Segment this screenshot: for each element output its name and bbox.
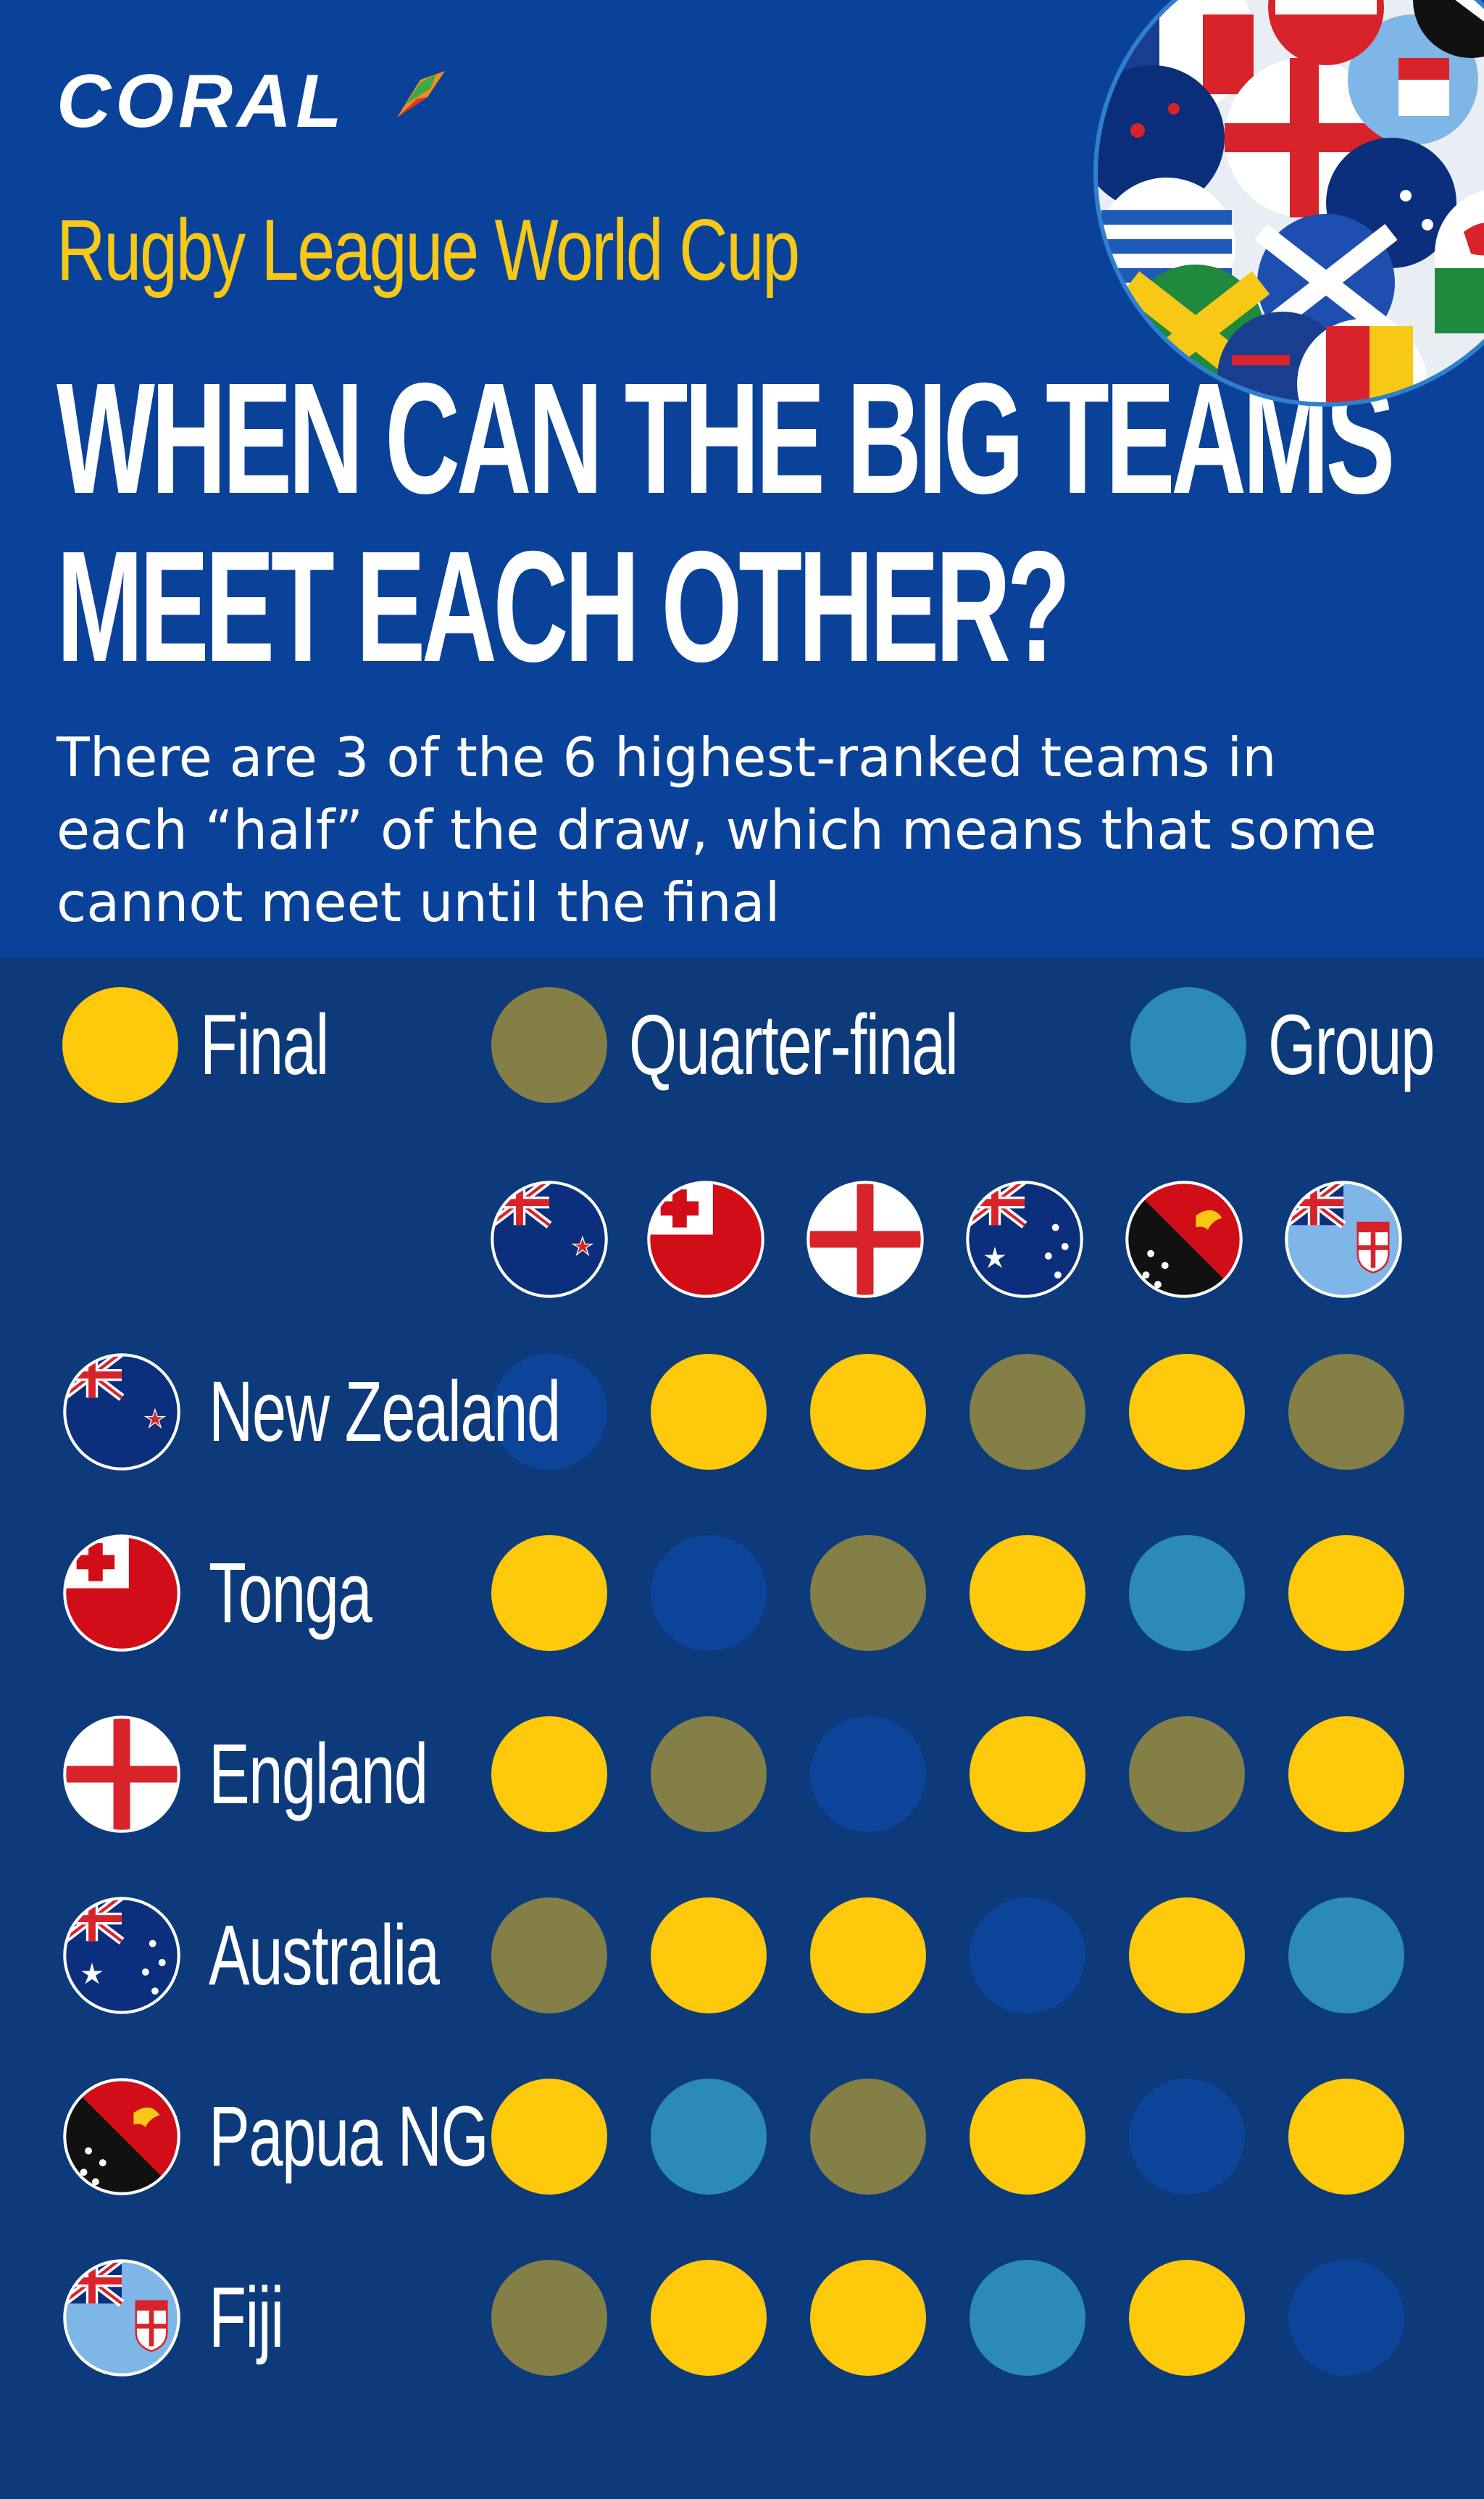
column-flag-new-zealand [490, 1180, 609, 1299]
matrix-cell-tonga-vs-australia-final [970, 1535, 1085, 1651]
column-flag-australia [965, 1180, 1084, 1299]
fiji-flag-icon [63, 2259, 180, 2377]
matrix-cell-fiji-vs-tonga-final [651, 2260, 767, 2376]
matrix-cell-england-vs-tonga-quarter-final [651, 1716, 767, 1832]
matrix-cell-papua-ng-vs-england-quarter-final [810, 2079, 926, 2195]
team-label-new-zealand: New Zealand [209, 1364, 561, 1460]
matrix-cell-papua-ng-vs-tonga-group [651, 2079, 767, 2195]
legend-group-dot [1130, 987, 1246, 1103]
matrix-cell-tonga-vs-papua-ng-group [1129, 1535, 1245, 1651]
column-flag-england [806, 1180, 925, 1299]
title-line-2: MEET EACH OTHER? [57, 519, 1071, 695]
column-flag-papua-new-guinea [1125, 1180, 1243, 1299]
matrix-cell-fiji-vs-england-final [810, 2260, 926, 2376]
matrix-cell-new-zealand-vs-england-final [810, 1354, 926, 1470]
legend-group-label: Group [1268, 997, 1435, 1093]
matrix-cell-australia-vs-england-final [810, 1897, 926, 2013]
matrix-cell-new-zealand-vs-australia-quarter-final [970, 1354, 1085, 1470]
matrix-cell-england-vs-england-same-team [810, 1716, 926, 1832]
legend-quarter-final: Quarter-final [491, 987, 1085, 1103]
coral-leaf-icon [397, 71, 445, 117]
matrix-cell-australia-vs-fiji-group [1288, 1897, 1404, 2013]
team-row-new-zealand: New Zealand [62, 1353, 696, 1471]
tonga-flag-icon [63, 1534, 180, 1652]
legend-quarter-final-label: Quarter-final [629, 997, 959, 1093]
matrix-cell-new-zealand-vs-new-zealand-same-team [491, 1354, 607, 1470]
match-matrix-chart [491, 1354, 1404, 2376]
matrix-cell-england-vs-fiji-final [1288, 1716, 1404, 1832]
flag-collage-icon [1093, 0, 1484, 407]
matrix-cell-england-vs-australia-final [970, 1716, 1085, 1832]
team-row-england: England [62, 1716, 512, 1833]
australia-flag-icon [63, 1897, 180, 2014]
legend-quarter-final-dot [491, 987, 607, 1103]
papua-new-guinea-flag-icon [63, 2078, 180, 2195]
matrix-cell-fiji-vs-papua-ng-final [1129, 2260, 1245, 2376]
matrix-cell-tonga-vs-fiji-final [1288, 1535, 1404, 1651]
matrix-cell-england-vs-papua-ng-quarter-final [1129, 1716, 1245, 1832]
australia-flag-icon [966, 1181, 1083, 1298]
matrix-cell-fiji-vs-fiji-same-team [1288, 2260, 1404, 2376]
team-row-tonga: Tonga [62, 1534, 435, 1652]
team-label-tonga: Tonga [209, 1545, 372, 1641]
fiji-flag-icon [1285, 1181, 1402, 1298]
matrix-cell-fiji-vs-new-zealand-quarter-final [491, 2260, 607, 2376]
matrix-cell-papua-ng-vs-papua-ng-same-team [1129, 2079, 1245, 2195]
matrix-cell-england-vs-new-zealand-final [491, 1716, 607, 1832]
matrix-cell-australia-vs-australia-same-team [970, 1897, 1085, 2013]
matrix-cell-tonga-vs-england-quarter-final [810, 1535, 926, 1651]
matrix-cell-new-zealand-vs-papua-ng-final [1129, 1354, 1245, 1470]
matrix-cell-australia-vs-papua-ng-final [1129, 1897, 1245, 2013]
papua-new-guinea-flag-icon [1125, 1181, 1243, 1298]
matrix-cell-fiji-vs-australia-group [970, 2260, 1085, 2376]
england-flag-icon [806, 1181, 924, 1298]
subtitle: Rugby League World Cup [57, 201, 800, 299]
matrix-cell-tonga-vs-new-zealand-final [491, 1535, 607, 1651]
team-row-papua-ng: Papua NG [62, 2078, 596, 2195]
matrix-cell-papua-ng-vs-fiji-final [1288, 2079, 1404, 2195]
legend-final: Final [62, 987, 378, 1103]
new-zealand-flag-icon [63, 1353, 180, 1471]
matrix-cell-new-zealand-vs-fiji-quarter-final [1288, 1354, 1404, 1470]
matrix-cell-australia-vs-tonga-final [651, 1897, 767, 2013]
matrix-cell-new-zealand-vs-tonga-final [651, 1354, 767, 1470]
matrix-cell-papua-ng-vs-australia-final [970, 2079, 1085, 2195]
england-flag-icon [63, 1716, 180, 1833]
matrix-cell-papua-ng-vs-new-zealand-final [491, 2079, 607, 2195]
legend-final-dot [62, 987, 178, 1103]
intro-text: There are 3 of the 6 highest-ranked team… [57, 725, 1377, 934]
team-row-australia: Australia [62, 1897, 528, 2014]
team-row-fiji: Fiji [62, 2259, 312, 2377]
title-line-1: WHEN CAN THE BIG TEAMS [57, 351, 1395, 527]
column-flag-tonga [646, 1180, 765, 1299]
coral-logo: CORAL [57, 59, 346, 144]
matrix-cell-tonga-vs-tonga-same-team [651, 1535, 767, 1651]
team-label-fiji: Fiji [209, 2270, 284, 2366]
legend-final-label: Final [200, 997, 329, 1093]
team-label-australia: Australia [209, 1908, 440, 2003]
column-flag-fiji [1284, 1180, 1403, 1299]
matrix-cell-australia-vs-new-zealand-quarter-final [491, 1897, 607, 2013]
tonga-flag-icon [647, 1181, 764, 1298]
team-label-england: England [209, 1726, 428, 1822]
matrix-section: Final Quarter-final Group [0, 958, 1484, 2499]
header: CORAL Rugby League World Cup WHEN CAN TH… [0, 0, 1484, 958]
new-zealand-flag-icon [491, 1181, 608, 1298]
team-label-papua-ng: Papua NG [209, 2089, 489, 2184]
legend-group: Group [1130, 987, 1484, 1103]
page-title: WHEN CAN THE BIG TEAMS MEET EACH OTHER? [57, 351, 1395, 695]
